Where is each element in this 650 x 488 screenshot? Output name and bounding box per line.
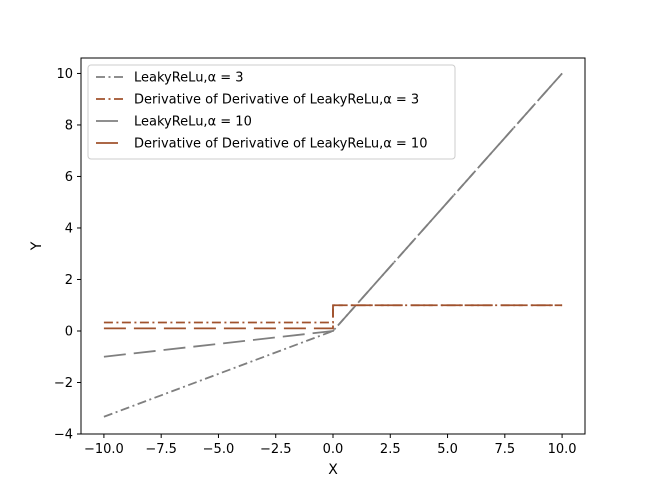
- legend-label-4: Derivative of Derivative of LeakyReLu,α …: [134, 137, 427, 152]
- x-tick-label: 2.5: [380, 442, 401, 457]
- legend: LeakyReLu,α = 3 Derivative of Derivative …: [87, 64, 456, 160]
- x-tick-label: −10.0: [84, 442, 124, 457]
- x-tick-label: −7.5: [145, 442, 177, 457]
- y-axis-ticks: −4 −2 0 2 4 6 8 10: [54, 67, 81, 443]
- series-line-3: [103, 72, 563, 358]
- y-tick-label: 2: [65, 273, 73, 288]
- y-tick-label: −2: [54, 376, 73, 391]
- series-layer: [103, 72, 563, 418]
- y-axis-label: Y: [29, 241, 45, 251]
- x-axis-label: X: [328, 462, 338, 478]
- y-tick-label: 6: [65, 170, 73, 185]
- y-tick-label: 10: [56, 67, 73, 82]
- y-tick-label: −4: [54, 428, 73, 443]
- x-axis-ticks: −10.0 −7.5 −5.0 −2.5 0.0 2.5 5.0 7.5 10.0: [84, 434, 577, 457]
- x-tick-label: −5.0: [203, 442, 235, 457]
- x-tick-label: −2.5: [260, 442, 292, 457]
- y-tick-label: 0: [65, 324, 73, 339]
- x-tick-label: 0.0: [323, 442, 344, 457]
- legend-label-2: Derivative of Derivative of LeakyReLu,α …: [134, 93, 419, 108]
- y-tick-label: 4: [65, 221, 73, 236]
- series-line-4: [103, 304, 563, 330]
- x-tick-label: 10.0: [548, 442, 577, 457]
- legend-box: [87, 64, 456, 160]
- legend-label-1: LeakyReLu,α = 3: [134, 71, 244, 86]
- x-tick-label: 7.5: [494, 442, 515, 457]
- x-tick-label: 5.0: [437, 442, 458, 457]
- legend-label-3: LeakyReLu,α = 10: [134, 115, 252, 130]
- y-tick-label: 8: [65, 118, 73, 133]
